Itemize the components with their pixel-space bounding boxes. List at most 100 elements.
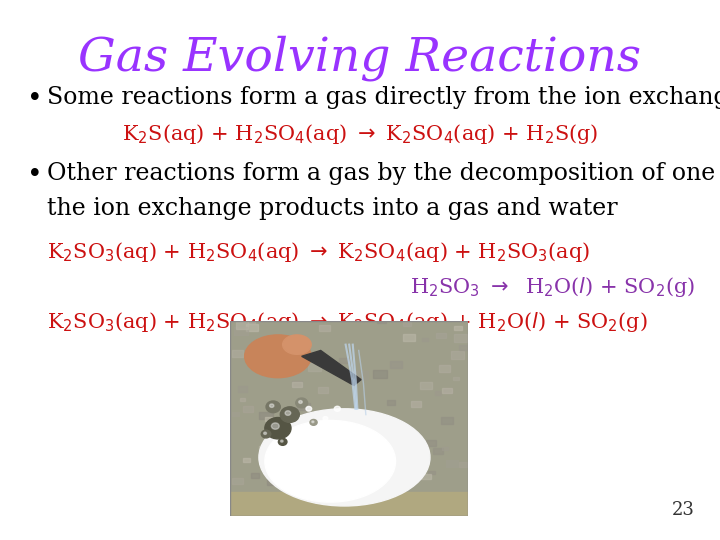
Circle shape (306, 407, 312, 411)
Circle shape (299, 401, 302, 403)
Bar (354, 371, 368, 379)
Bar (328, 478, 335, 482)
Circle shape (266, 401, 280, 413)
Bar (442, 388, 452, 393)
Bar (297, 403, 310, 410)
Bar (414, 498, 420, 501)
Text: the ion exchange products into a gas and water: the ion exchange products into a gas and… (47, 197, 618, 220)
Circle shape (334, 406, 341, 411)
Bar (285, 497, 291, 501)
Bar (298, 503, 307, 509)
Bar (390, 361, 402, 368)
Bar (368, 503, 378, 509)
Text: •: • (27, 86, 43, 111)
Bar (454, 326, 462, 330)
Bar (356, 461, 369, 469)
Circle shape (312, 421, 314, 423)
Circle shape (265, 417, 291, 439)
Bar (377, 318, 386, 323)
Bar (232, 413, 239, 416)
Bar (284, 426, 297, 433)
Ellipse shape (265, 421, 395, 502)
Text: 23: 23 (672, 502, 695, 519)
Bar (292, 381, 302, 387)
Bar (232, 350, 243, 357)
Bar (426, 440, 436, 445)
Bar (292, 382, 302, 387)
Bar (246, 324, 258, 331)
Circle shape (293, 427, 300, 433)
Bar (373, 370, 387, 378)
Bar (367, 413, 379, 420)
Bar (320, 325, 330, 331)
Bar (303, 491, 312, 497)
Bar (339, 357, 348, 363)
Bar (436, 392, 441, 395)
Text: H$_2$SO$_3$ $\rightarrow$  H$_2$O($\mathit{l}$) + SO$_2$(g): H$_2$SO$_3$ $\rightarrow$ H$_2$O($\mathi… (410, 275, 695, 299)
Bar (422, 338, 428, 341)
Bar (403, 321, 410, 326)
Bar (265, 416, 272, 421)
Bar (243, 457, 250, 462)
Bar (307, 363, 320, 370)
Bar (436, 333, 446, 338)
Bar (252, 349, 258, 353)
Text: K$_2$SO$_3$(aq) + H$_2$SO$_4$(aq) $\rightarrow$ K$_2$SO$_4$(aq) + H$_2$SO$_3$(aq: K$_2$SO$_3$(aq) + H$_2$SO$_4$(aq) $\righ… (47, 240, 590, 264)
Bar (451, 351, 464, 359)
Bar (259, 412, 273, 420)
Text: Some reactions form a gas directly from the ion exchange: Some reactions form a gas directly from … (47, 86, 720, 110)
Bar (267, 478, 281, 485)
Bar (446, 461, 458, 467)
Bar (374, 508, 385, 514)
Circle shape (296, 398, 307, 408)
Bar (385, 468, 392, 472)
Bar (454, 334, 467, 342)
Bar (318, 387, 328, 393)
Bar (376, 484, 384, 489)
Bar (294, 463, 302, 468)
Text: Gas Evolving Reactions: Gas Evolving Reactions (78, 35, 642, 81)
Bar (453, 377, 459, 380)
Bar (236, 322, 248, 328)
Bar (299, 398, 304, 401)
Bar (302, 409, 310, 414)
Circle shape (279, 438, 287, 445)
Circle shape (318, 436, 323, 440)
Bar (230, 492, 468, 516)
Bar (419, 460, 425, 463)
Bar (355, 429, 361, 433)
Bar (383, 492, 396, 500)
Bar (459, 345, 468, 350)
Bar (232, 478, 243, 484)
Bar (441, 417, 453, 424)
Bar (297, 507, 304, 511)
Bar (251, 473, 259, 477)
Ellipse shape (245, 335, 311, 377)
Bar (420, 382, 433, 389)
Bar (305, 446, 315, 453)
Bar (243, 406, 253, 413)
Bar (442, 447, 448, 450)
Bar (413, 470, 419, 474)
Bar (433, 448, 443, 454)
Ellipse shape (283, 335, 311, 354)
Bar (312, 486, 325, 494)
Circle shape (346, 432, 352, 436)
Bar (439, 365, 450, 372)
Circle shape (323, 416, 328, 421)
Circle shape (261, 430, 271, 438)
Bar (428, 471, 435, 475)
Bar (459, 462, 467, 467)
Bar (248, 320, 255, 324)
Bar (444, 388, 452, 393)
Bar (240, 398, 245, 401)
Ellipse shape (259, 409, 430, 506)
Bar (395, 437, 400, 441)
Bar (403, 334, 415, 341)
Circle shape (310, 420, 317, 426)
Bar (360, 473, 372, 480)
Text: Other reactions form a gas by the decomposition of one of: Other reactions form a gas by the decomp… (47, 162, 720, 185)
Bar (411, 401, 420, 407)
Bar (259, 446, 266, 450)
Circle shape (281, 440, 283, 442)
